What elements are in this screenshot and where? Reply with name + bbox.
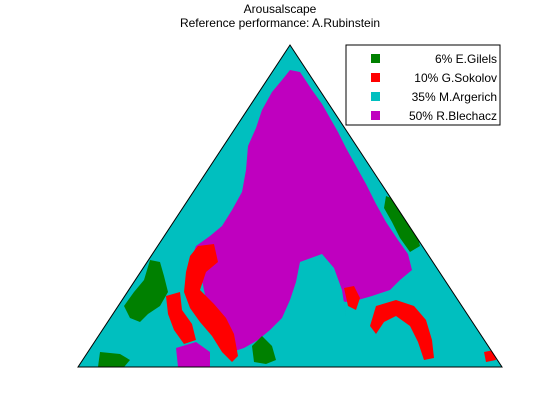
legend-label: 10% G.Sokolov [414, 71, 497, 85]
region-r-blechacz-lower [176, 342, 210, 367]
legend-label: 50% R.Blechacz [409, 109, 497, 123]
legend-label: 35% M.Argerich [412, 90, 497, 104]
legend-label: 6% E.Gilels [435, 52, 497, 66]
region-g-sokolov-small [166, 292, 196, 344]
chart-title: Arousalscape [243, 2, 317, 16]
region-e-gilels-bottom [252, 336, 276, 364]
chart-subtitle: Reference performance: A.Rubinstein [179, 16, 381, 30]
region-e-gilels-left [124, 260, 168, 322]
region-m-argerich-pocket [296, 254, 356, 367]
ternary-map [78, 45, 502, 367]
legend-swatch [371, 54, 380, 63]
region-e-gilels-bottom-left [98, 352, 130, 367]
region-e-gilels-right [384, 196, 420, 252]
legend-swatch [371, 73, 380, 82]
region-g-sokolov-left [184, 244, 238, 362]
ternary-triangle [77, 44, 503, 368]
region-g-sokolov-mid [344, 286, 360, 310]
legend-swatch [371, 92, 380, 101]
region-r-blechacz [190, 70, 412, 352]
legend-swatch [371, 111, 380, 120]
legend: 6% E.Gilels 10% G.Sokolov 35% M.Argerich 50… [345, 44, 501, 126]
region-g-sokolov-right [370, 300, 434, 360]
